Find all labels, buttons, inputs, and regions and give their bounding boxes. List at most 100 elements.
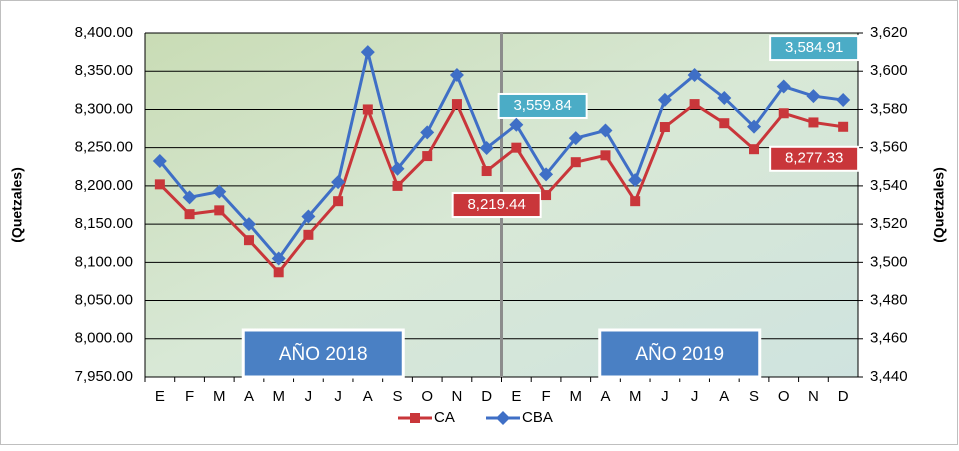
x-tick-label: M <box>272 388 285 405</box>
marker <box>806 89 821 104</box>
marker <box>449 68 464 83</box>
marker <box>333 196 344 207</box>
x-tick-label: J <box>305 388 313 405</box>
y-axis-label: (Quetzales) <box>9 167 25 242</box>
x-tick-label: J <box>334 388 342 405</box>
legend-marker <box>410 413 420 423</box>
marker <box>838 121 849 132</box>
y-tick-label: 8,100.00 <box>75 253 133 270</box>
annotation-box <box>241 328 405 379</box>
marker <box>776 79 791 94</box>
y-tick-label: 8,200.00 <box>75 177 133 194</box>
marker <box>600 150 611 161</box>
y2-tick-label: 3,460 <box>870 330 908 347</box>
marker <box>331 175 346 190</box>
x-tick-label: A <box>600 388 610 405</box>
value-label-box <box>769 145 860 172</box>
y2-tick-label: 3,620 <box>870 24 908 41</box>
marker <box>539 167 554 182</box>
value-label: 3,559.84 <box>513 97 571 114</box>
y2-tick-label: 3,440 <box>870 368 908 385</box>
marker <box>657 92 672 107</box>
annotation-box <box>598 328 762 379</box>
marker <box>182 190 197 205</box>
x-tick-label: E <box>155 388 165 405</box>
marker <box>509 117 524 132</box>
marker <box>836 93 851 108</box>
marker <box>479 140 494 155</box>
marker <box>541 190 552 201</box>
x-tick-label: E <box>511 388 521 405</box>
marker <box>362 104 373 115</box>
y-tick-label: 8,300.00 <box>75 100 133 117</box>
x-tick-label: O <box>421 388 433 405</box>
annotation: AÑO 2018 <box>279 343 368 365</box>
x-tick-label: N <box>452 388 463 405</box>
marker <box>778 108 789 119</box>
marker <box>749 144 760 155</box>
marker <box>689 99 700 110</box>
marker <box>420 125 435 140</box>
marker <box>360 45 375 60</box>
y2-axis-label: (Quetzales) <box>931 167 947 242</box>
marker <box>212 184 227 199</box>
x-tick-label: J <box>661 388 669 405</box>
marker <box>570 157 581 168</box>
marker <box>273 267 284 278</box>
marker <box>687 68 702 83</box>
legend-label: CA <box>434 409 455 426</box>
y2-tick-label: 3,560 <box>870 139 908 156</box>
x-tick-label: O <box>778 388 790 405</box>
marker <box>243 235 254 246</box>
y-tick-label: 8,250.00 <box>75 139 133 156</box>
x-tick-label: S <box>749 388 759 405</box>
y2-tick-label: 3,540 <box>870 177 908 194</box>
marker <box>808 117 819 128</box>
y-tick-label: 8,350.00 <box>75 62 133 79</box>
value-label-box <box>769 35 860 62</box>
marker <box>747 119 762 134</box>
marker <box>717 90 732 105</box>
y-tick-label: 8,400.00 <box>75 24 133 41</box>
x-tick-label: J <box>691 388 699 405</box>
x-tick-label: M <box>629 388 642 405</box>
marker <box>451 99 462 110</box>
x-tick-label: S <box>393 388 403 405</box>
marker <box>154 179 165 190</box>
marker <box>301 209 316 224</box>
marker <box>628 173 643 188</box>
value-label-box <box>497 92 588 119</box>
x-tick-label: F <box>541 388 550 405</box>
legend-marker <box>496 411 510 425</box>
y-tick-label: 8,150.00 <box>75 215 133 232</box>
annotation: AÑO 2019 <box>635 343 724 365</box>
marker <box>184 209 195 220</box>
marker <box>630 196 641 207</box>
legend-label: CBA <box>522 409 553 426</box>
marker <box>303 229 314 240</box>
x-tick-label: N <box>808 388 819 405</box>
x-tick-label: A <box>363 388 373 405</box>
value-label: 8,277.33 <box>785 150 843 167</box>
y2-tick-label: 3,480 <box>870 292 908 309</box>
x-tick-label: M <box>213 388 226 405</box>
x-tick-label: D <box>481 388 492 405</box>
x-tick-label: F <box>185 388 194 405</box>
marker <box>481 166 492 177</box>
y-tick-label: 7,950.00 <box>75 368 133 385</box>
marker <box>568 131 583 146</box>
value-label-box <box>451 192 542 219</box>
y-tick-label: 8,050.00 <box>75 292 133 309</box>
x-tick-label: A <box>719 388 729 405</box>
marker <box>152 154 167 169</box>
marker <box>598 123 613 138</box>
marker <box>390 161 405 176</box>
value-label: 8,219.44 <box>467 196 525 213</box>
x-tick-label: M <box>570 388 583 405</box>
value-label: 3,584.91 <box>785 39 843 56</box>
marker <box>659 122 670 133</box>
y2-tick-label: 3,580 <box>870 100 908 117</box>
y2-tick-label: 3,600 <box>870 62 908 79</box>
marker <box>422 151 433 162</box>
